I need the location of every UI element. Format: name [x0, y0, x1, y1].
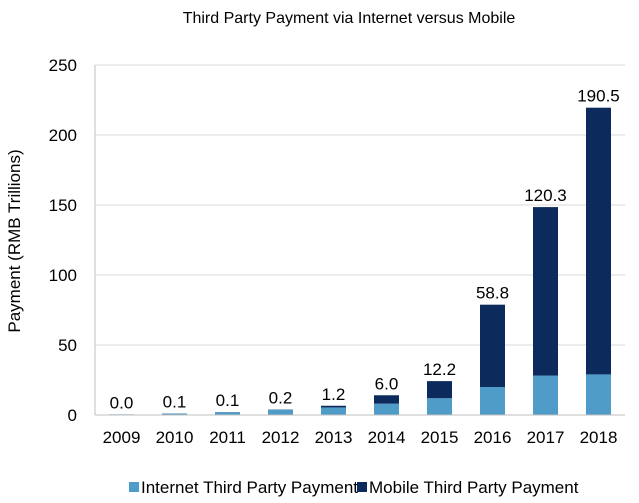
bar-internet-2012	[268, 409, 293, 415]
data-labels: 0.0 0.1 0.1 0.2 1.2 6.0 12.2 58.8 120.3 190.5	[110, 87, 620, 413]
x-tick-label-2009: 2009	[103, 428, 141, 447]
data-label-2010: 0.1	[163, 392, 187, 411]
y-axis-title: Payment (RMB Trillions)	[5, 149, 24, 332]
data-label-2018: 190.5	[577, 87, 620, 106]
bar-mobile-2017	[533, 207, 558, 376]
legend-label-mobile: Mobile Third Party Payment	[369, 478, 579, 497]
bar-internet-2016	[480, 387, 505, 415]
x-tick-label-2013: 2013	[315, 428, 353, 447]
x-tick-label-2015: 2015	[421, 428, 459, 447]
data-label-2009: 0.0	[110, 393, 134, 412]
bar-mobile-2013	[321, 405, 346, 408]
data-label-2017: 120.3	[524, 186, 567, 205]
legend-swatch-mobile	[357, 482, 367, 492]
data-label-2014: 6.0	[375, 374, 399, 393]
data-label-2016: 58.8	[476, 284, 509, 303]
bar-internet-2013	[321, 407, 346, 415]
x-tick-label-2012: 2012	[262, 428, 300, 447]
y-tick-label: 100	[49, 266, 77, 285]
y-tick-label: 50	[58, 336, 77, 355]
bar-mobile-2015	[427, 381, 452, 399]
legend-swatch-internet	[129, 482, 139, 492]
y-tick-label: 150	[49, 196, 77, 215]
bar-mobile-2016	[480, 304, 505, 387]
bar-internet-2018	[586, 374, 611, 415]
bar-mobile-2014	[374, 395, 399, 404]
y-tick-label: 250	[49, 56, 77, 75]
bar-internet-2014	[374, 403, 399, 415]
legend: Internet Third Party Payment Mobile Thir…	[129, 478, 579, 497]
data-label-2012: 0.2	[269, 389, 293, 408]
chart-title: Third Party Payment via Internet versus …	[183, 10, 516, 27]
data-label-2013: 1.2	[322, 385, 346, 404]
x-tick-label-2010: 2010	[156, 428, 194, 447]
y-tick-label: 200	[49, 126, 77, 145]
bar-internet-2017	[533, 375, 558, 415]
x-tick-label-2018: 2018	[580, 428, 618, 447]
x-tick-label-2017: 2017	[527, 428, 565, 447]
x-tick-label-2011: 2011	[209, 428, 246, 447]
bar-internet-2010	[162, 413, 187, 415]
legend-label-internet: Internet Third Party Payment	[141, 478, 358, 497]
x-tick-label-2014: 2014	[368, 428, 406, 447]
y-tick-label: 0	[68, 406, 77, 425]
data-label-2011: 0.1	[216, 391, 240, 410]
data-label-2015: 12.2	[423, 360, 456, 379]
bar-internet-2015	[427, 398, 452, 415]
x-tick-label-2016: 2016	[474, 428, 512, 447]
bars	[109, 107, 611, 415]
axes: 0 50 100 150 200 250 2009 2010 2011 2012 2013 2014 2…	[49, 56, 625, 447]
bar-mobile-2018	[586, 107, 611, 375]
bar-internet-2011	[215, 412, 240, 415]
